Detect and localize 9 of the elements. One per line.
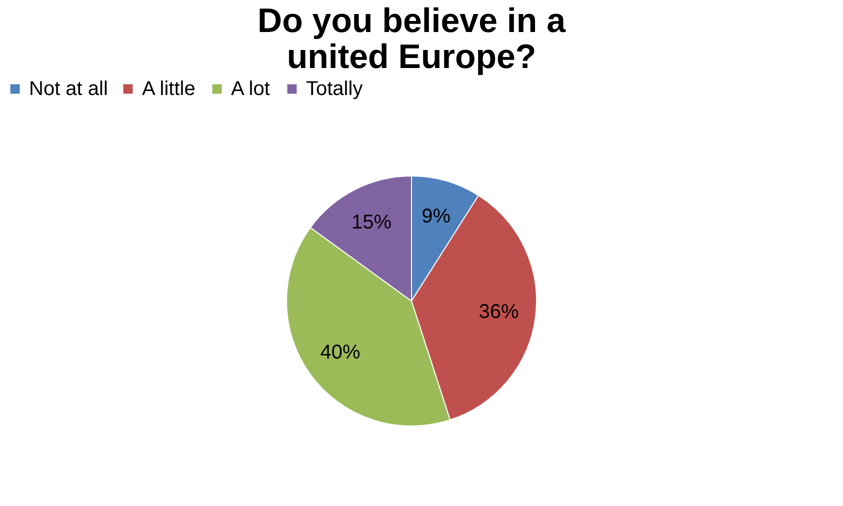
data-label: 36% (478, 301, 520, 324)
legend-label: A little (142, 78, 196, 100)
data-label: 15% (352, 212, 392, 234)
legend-label: A lot (231, 78, 270, 100)
legend-label: Not at all (29, 78, 108, 100)
data-label: 40% (320, 342, 361, 364)
chart-title: Do you believe in a united Europe? (258, 2, 567, 76)
data-label: 9% (422, 205, 451, 228)
legend-label: Totally (306, 78, 363, 100)
